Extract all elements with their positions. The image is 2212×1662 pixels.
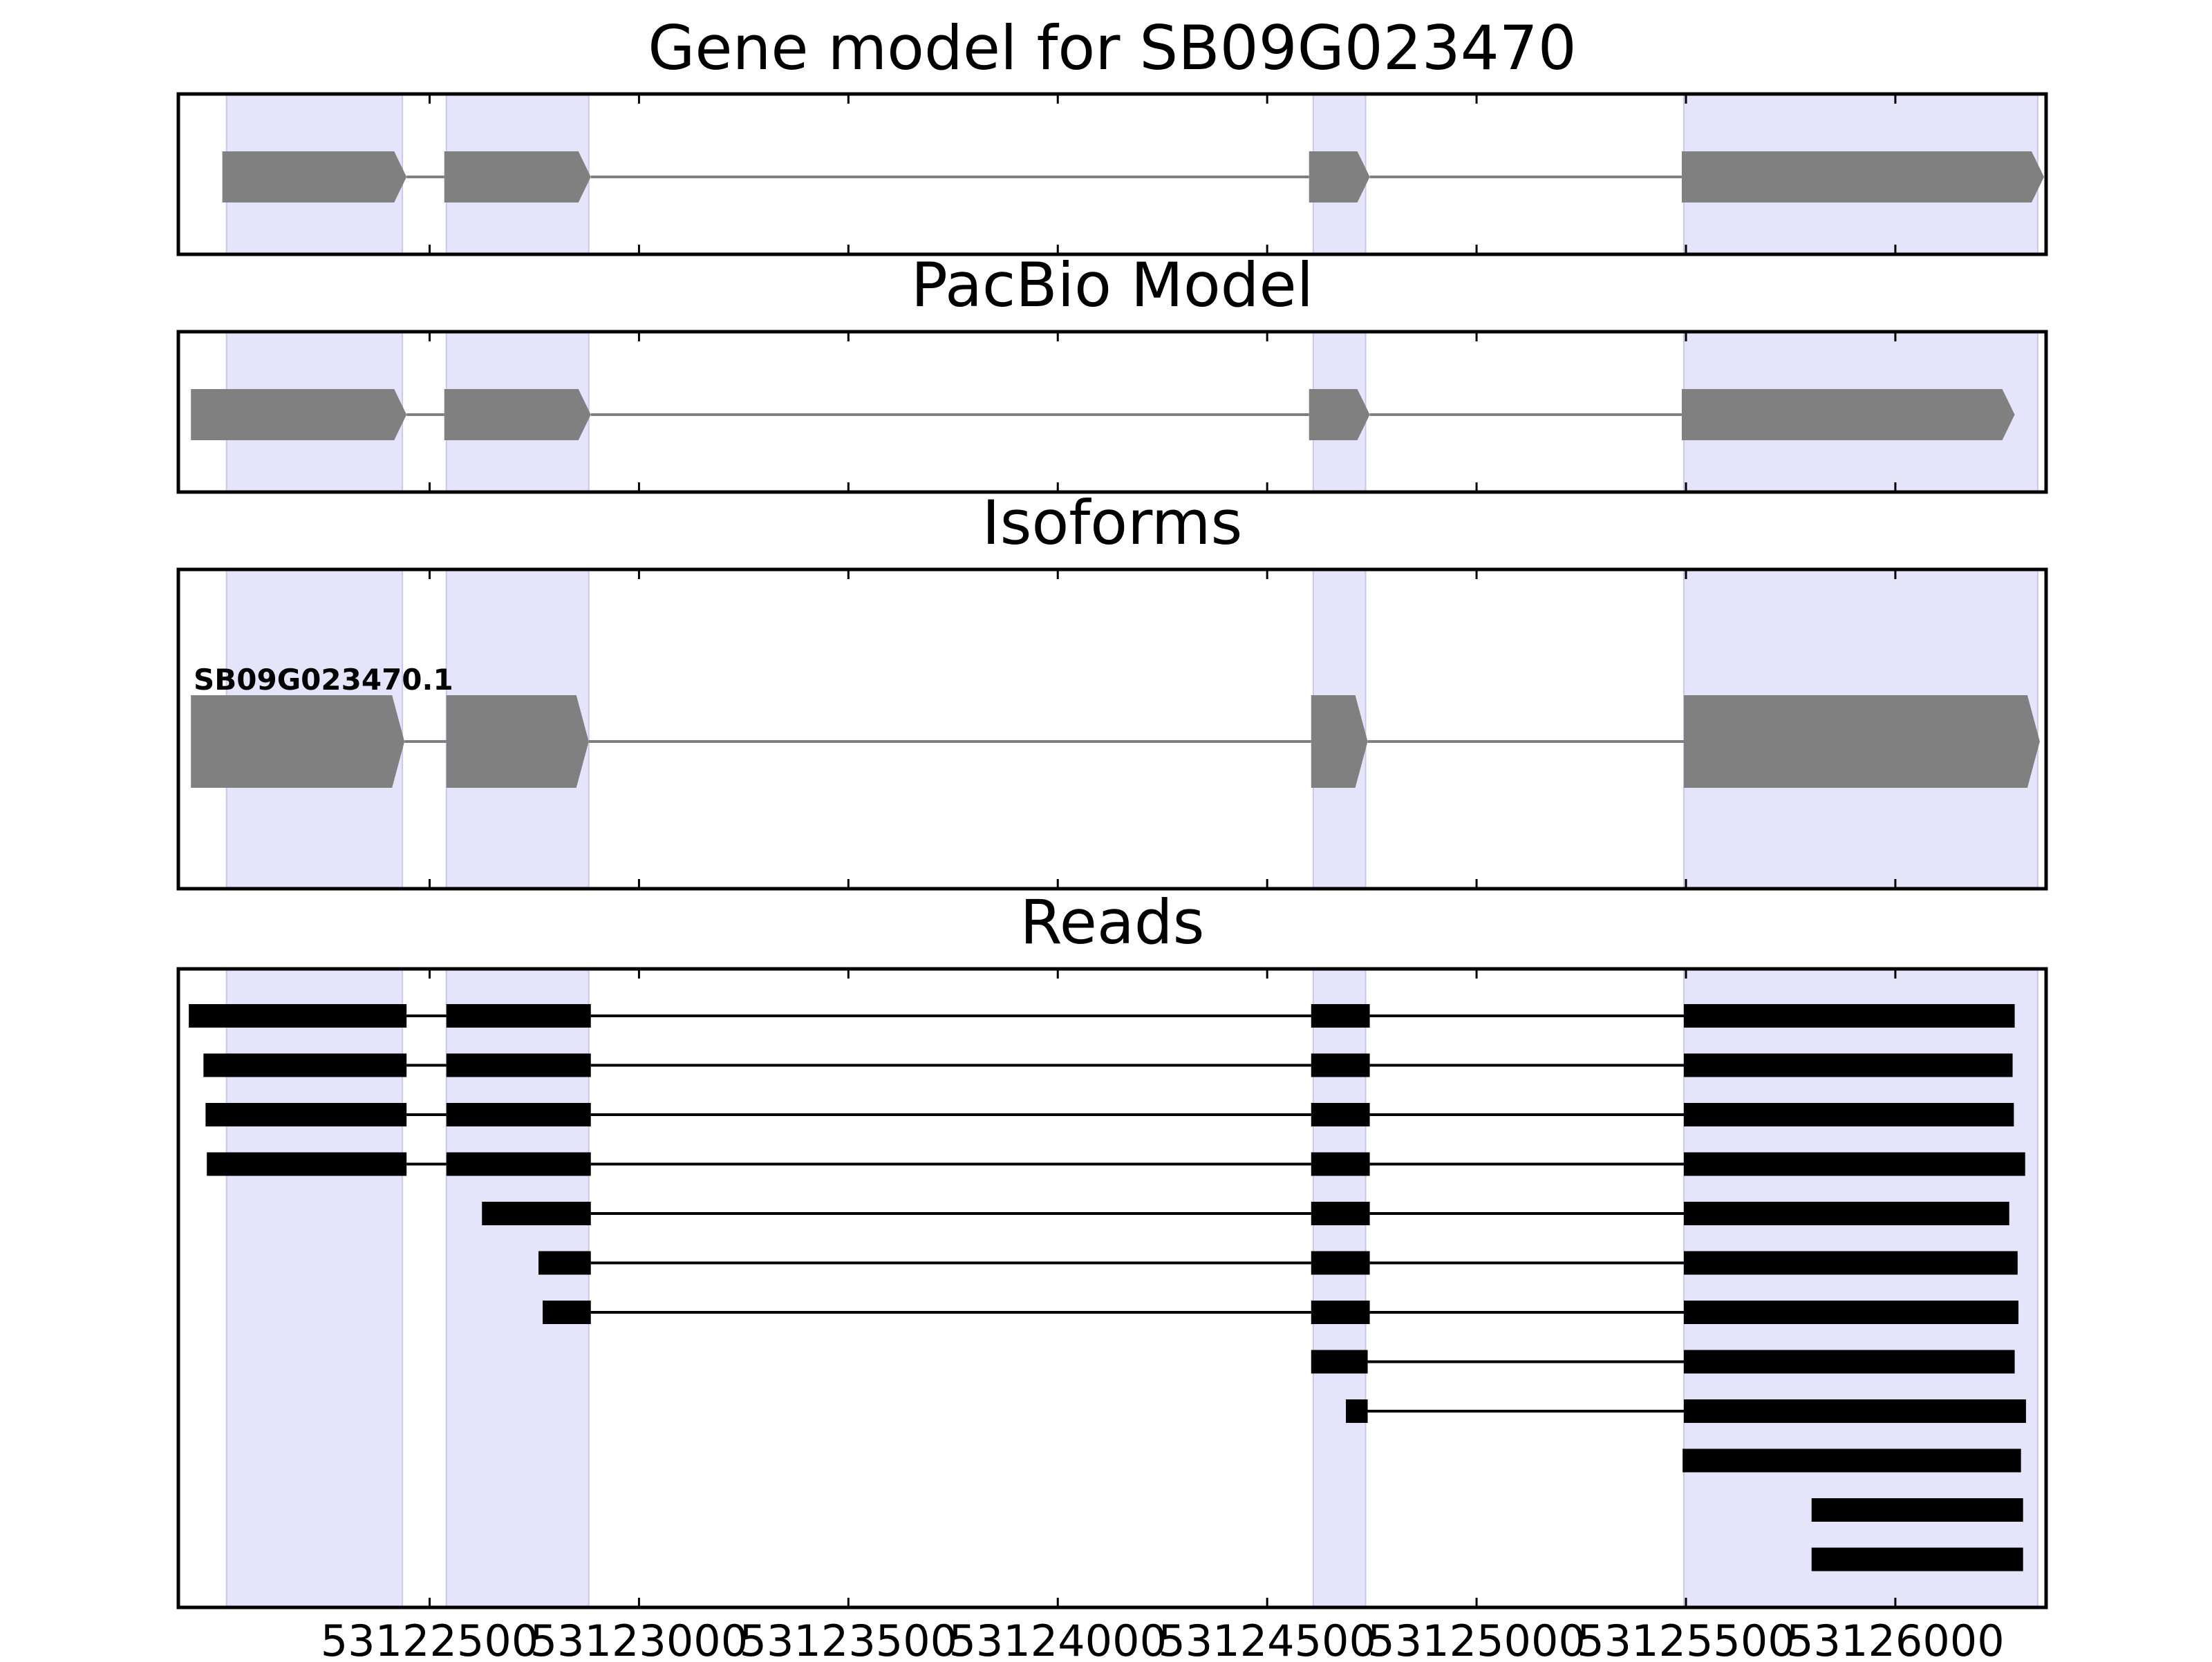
- read-row: [1811, 1547, 2023, 1571]
- x-tick-label: 53124000: [948, 1616, 1167, 1659]
- panel-frame: [176, 967, 2048, 1609]
- read-row: [1811, 1498, 2023, 1522]
- read-block: [543, 1301, 591, 1324]
- read-row: [1346, 1399, 2026, 1423]
- panel-title: Reads: [1020, 887, 1205, 958]
- read-block: [1811, 1498, 2023, 1522]
- exon-block: [444, 389, 591, 440]
- x-tick-label: 53123500: [740, 1616, 958, 1659]
- read-block: [1683, 1152, 2025, 1176]
- exon-block: [1681, 389, 2015, 440]
- read-block: [1683, 1202, 2009, 1225]
- panel-frame: [176, 567, 2048, 891]
- read-row: [543, 1301, 2019, 1324]
- read-block: [446, 1004, 591, 1028]
- exon-block: [222, 151, 407, 202]
- x-tick-label: 53126000: [1786, 1616, 2005, 1659]
- read-block: [1346, 1399, 1368, 1423]
- read-row: [205, 1103, 2014, 1126]
- panel-title: Gene model for SB09G023470: [648, 12, 1577, 84]
- x-tick-label: 53122500: [321, 1616, 539, 1659]
- panel-title: PacBio Model: [911, 249, 1313, 321]
- read-block: [1311, 1103, 1370, 1126]
- read-row: [482, 1202, 2009, 1225]
- read-block: [1311, 1053, 1370, 1077]
- panel-frame: [176, 92, 2048, 256]
- panel-title: Isoforms: [982, 487, 1243, 558]
- panel-isoforms: SB09G023470.1 Isoforms: [176, 487, 2048, 891]
- exon-block: [1681, 151, 2044, 202]
- panel-reads: Reads: [176, 887, 2048, 1609]
- read-block: [189, 1004, 407, 1028]
- read-row: [1311, 1350, 2015, 1374]
- x-tick-label: 53125500: [1577, 1616, 1795, 1659]
- read-block: [1311, 1301, 1370, 1324]
- read-row: [1683, 1448, 2021, 1473]
- read-block: [1683, 1251, 2018, 1275]
- read-block: [1311, 1251, 1370, 1275]
- read-block: [1683, 1399, 2026, 1423]
- read-block: [538, 1251, 591, 1275]
- read-block: [446, 1103, 591, 1126]
- read-block: [1311, 1202, 1370, 1225]
- read-block: [1683, 1448, 2021, 1473]
- x-tick-label: 53125000: [1367, 1616, 1586, 1659]
- panel-pacbio-model: PacBio Model: [176, 249, 2048, 494]
- read-block: [1683, 1103, 2014, 1126]
- read-row: [207, 1152, 2025, 1176]
- read-block: [446, 1053, 591, 1077]
- read-block: [1811, 1547, 2023, 1571]
- read-block: [1683, 1350, 2015, 1374]
- read-row: [189, 1004, 2015, 1028]
- isoform-label: SB09G023470.1: [194, 663, 453, 697]
- exon-block: [1683, 695, 2040, 788]
- read-block: [203, 1053, 407, 1077]
- exon-block: [1309, 389, 1370, 440]
- read-block: [1311, 1152, 1370, 1176]
- panel-gene-model: Gene model for SB09G023470: [176, 12, 2048, 256]
- exon-block: [191, 695, 405, 788]
- exon-block: [1311, 695, 1368, 788]
- read-block: [482, 1202, 591, 1225]
- read-block: [1311, 1350, 1368, 1374]
- panel-frame: [176, 330, 2048, 494]
- read-block: [205, 1103, 407, 1126]
- read-block: [1683, 1004, 2015, 1028]
- x-axis-labels: 5312250053123000531235005312400053124500…: [321, 1616, 2005, 1662]
- read-block: [1683, 1301, 2019, 1324]
- exon-block: [444, 151, 591, 202]
- exon-block: [446, 695, 589, 788]
- exon-block: [191, 389, 407, 440]
- x-tick-label: 53123000: [530, 1616, 749, 1659]
- read-block: [1311, 1004, 1370, 1028]
- read-row: [203, 1053, 2013, 1077]
- exon-block: [1309, 151, 1370, 202]
- x-tick-label: 53124500: [1158, 1616, 1376, 1659]
- read-block: [207, 1152, 407, 1176]
- read-block: [1683, 1053, 2013, 1077]
- read-row: [538, 1251, 2018, 1275]
- read-block: [446, 1152, 591, 1176]
